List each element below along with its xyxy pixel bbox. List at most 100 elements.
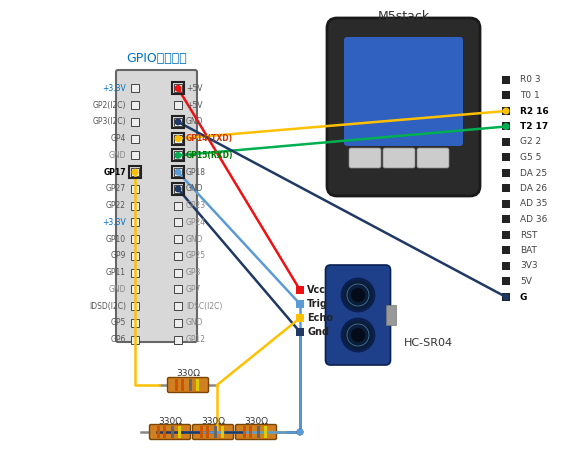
Bar <box>248 426 251 438</box>
Bar <box>174 151 182 159</box>
Text: DA 25: DA 25 <box>520 168 547 177</box>
Text: GP2(I2C): GP2(I2C) <box>93 101 126 110</box>
Circle shape <box>297 429 304 436</box>
Bar <box>174 202 182 210</box>
Bar <box>199 426 203 438</box>
Circle shape <box>297 328 304 335</box>
Text: HC-SR04: HC-SR04 <box>404 338 452 348</box>
Text: GP9: GP9 <box>111 251 126 260</box>
Bar <box>131 84 139 92</box>
Text: GND: GND <box>186 234 203 243</box>
Text: 330Ω: 330Ω <box>244 416 268 425</box>
Circle shape <box>297 287 304 294</box>
Text: GP6: GP6 <box>111 335 126 344</box>
Bar <box>502 153 510 161</box>
Bar <box>264 426 267 438</box>
FancyBboxPatch shape <box>344 37 463 146</box>
Text: GP12: GP12 <box>186 335 206 344</box>
Bar <box>172 133 184 144</box>
Bar <box>243 426 246 438</box>
Bar <box>131 135 139 143</box>
Text: GP23: GP23 <box>186 201 206 210</box>
Bar <box>156 426 159 438</box>
Bar <box>174 84 182 92</box>
Bar <box>131 269 139 277</box>
Bar <box>172 166 184 178</box>
Bar <box>129 166 141 178</box>
Text: GP22: GP22 <box>106 201 126 210</box>
Bar <box>174 168 182 176</box>
Text: GP15(RXD): GP15(RXD) <box>186 151 233 160</box>
Circle shape <box>131 169 138 175</box>
Bar <box>131 252 139 260</box>
Text: GPIOピン配置: GPIOピン配置 <box>126 52 187 65</box>
Bar <box>296 328 304 336</box>
Text: GP3(I2C): GP3(I2C) <box>93 117 126 126</box>
Text: GP8: GP8 <box>186 268 201 277</box>
Bar <box>257 426 260 438</box>
Bar <box>502 138 510 146</box>
Bar <box>189 379 192 391</box>
Bar <box>502 200 510 208</box>
Bar <box>131 336 139 344</box>
Text: G5 5: G5 5 <box>520 153 541 162</box>
Text: GP27: GP27 <box>106 184 126 193</box>
Text: T0 1: T0 1 <box>520 91 540 100</box>
Bar <box>171 426 173 438</box>
Bar <box>220 426 223 438</box>
Bar <box>502 231 510 239</box>
Text: AD 36: AD 36 <box>520 215 547 224</box>
Circle shape <box>175 118 182 125</box>
Bar <box>131 168 139 176</box>
Bar <box>174 252 182 260</box>
Text: +3.3V: +3.3V <box>102 84 126 93</box>
Bar <box>131 285 139 294</box>
Bar <box>502 262 510 270</box>
Bar <box>386 305 396 325</box>
Text: R0 3: R0 3 <box>520 76 541 84</box>
Circle shape <box>175 135 182 142</box>
Bar <box>172 116 184 128</box>
Text: 330Ω: 330Ω <box>176 370 200 378</box>
Text: GND: GND <box>186 117 203 126</box>
Bar <box>178 426 180 438</box>
Text: GP17: GP17 <box>103 167 126 177</box>
Circle shape <box>175 185 182 192</box>
Text: GND: GND <box>186 184 203 193</box>
Circle shape <box>503 123 509 130</box>
Text: 330Ω: 330Ω <box>201 416 225 425</box>
Text: 330Ω: 330Ω <box>158 416 182 425</box>
Circle shape <box>351 288 365 302</box>
Bar <box>296 286 304 294</box>
Bar <box>502 91 510 99</box>
Bar <box>131 101 139 109</box>
Circle shape <box>175 85 182 92</box>
Bar <box>131 151 139 159</box>
Text: +5V: +5V <box>186 101 203 110</box>
Circle shape <box>503 107 509 114</box>
FancyBboxPatch shape <box>383 148 415 168</box>
Bar <box>174 302 182 310</box>
FancyBboxPatch shape <box>192 424 233 439</box>
Circle shape <box>175 152 182 159</box>
Circle shape <box>351 328 365 342</box>
Bar <box>174 336 182 344</box>
Bar <box>174 285 182 294</box>
Text: GND: GND <box>108 285 126 294</box>
Text: DA 26: DA 26 <box>520 184 547 193</box>
Bar <box>172 149 184 161</box>
Circle shape <box>503 294 509 301</box>
Bar <box>502 107 510 115</box>
Text: G: G <box>520 293 527 302</box>
Bar <box>502 293 510 301</box>
Text: +3.3V: +3.3V <box>102 218 126 227</box>
Text: BAT: BAT <box>520 246 537 255</box>
Text: RST: RST <box>520 230 537 240</box>
Text: GP10: GP10 <box>106 234 126 243</box>
Bar <box>131 235 139 243</box>
FancyBboxPatch shape <box>168 378 209 393</box>
Text: IDSD(I2C): IDSD(I2C) <box>89 302 126 310</box>
Text: GP14(TXD): GP14(TXD) <box>186 134 233 143</box>
Circle shape <box>297 315 304 322</box>
Bar <box>174 118 182 126</box>
